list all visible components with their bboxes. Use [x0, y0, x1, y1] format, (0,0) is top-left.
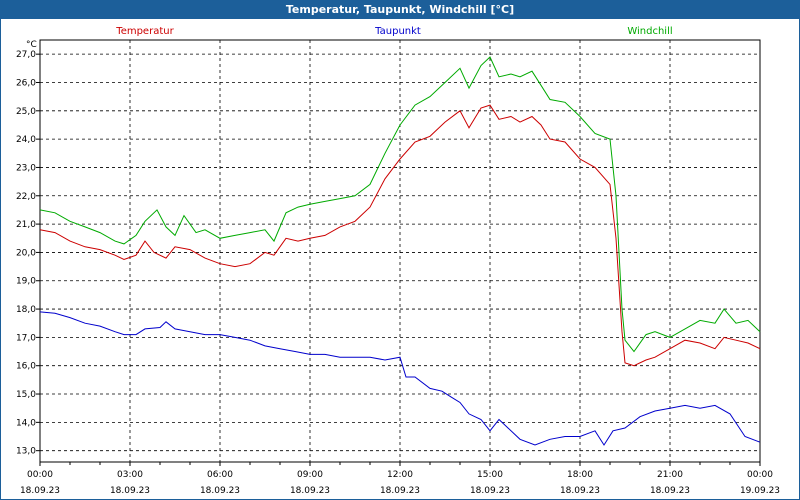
- y-tick-label: 20,0: [16, 248, 36, 258]
- grid-lines: [40, 40, 760, 462]
- y-tick-label: 17,0: [16, 333, 36, 343]
- y-tick-label: 18,0: [16, 305, 36, 315]
- y-axis-ticks: 27,0 26,0 25,0 24,0 23,0 22,0 21,0 20,0 19,0 18,0…: [16, 50, 40, 457]
- y-tick-label: 25,0: [16, 107, 36, 117]
- x-tick-time: 00:00: [747, 470, 773, 480]
- series-line-taupunkt: [39, 311, 761, 446]
- x-tick-time: 18:00: [567, 470, 593, 480]
- x-tick-time: 15:00: [477, 470, 503, 480]
- y-tick-label: 22,0: [16, 192, 36, 202]
- x-tick-date: 18.09.23: [560, 486, 600, 496]
- x-tick-time: 00:00: [27, 470, 53, 480]
- x-tick-time: 03:00: [117, 470, 143, 480]
- series-line-temperatur: [39, 104, 761, 367]
- y-tick-label: 26,0: [16, 78, 36, 88]
- x-tick-date: 18.09.23: [200, 486, 240, 496]
- x-tick-date: 18.09.23: [380, 486, 420, 496]
- series-line-windchill: [39, 56, 761, 353]
- x-tick-time: 09:00: [297, 470, 323, 480]
- legend-entry-windchill: Windchill: [627, 26, 672, 37]
- y-tick-label: 21,0: [16, 220, 36, 230]
- y-tick-label: 23,0: [16, 163, 36, 173]
- legend-entry-temperatur: Temperatur: [115, 26, 174, 37]
- x-tick-date: 18.09.23: [20, 486, 60, 496]
- x-tick-date: 18.09.23: [290, 486, 330, 496]
- series-lines: [39, 56, 761, 446]
- y-tick-label: 27,0: [16, 50, 36, 60]
- legend-entry-taupunkt: Taupunkt: [374, 26, 421, 37]
- x-tick-time: 06:00: [207, 470, 233, 480]
- chart-title: Temperatur, Taupunkt, Windchill [°C]: [1, 1, 799, 19]
- x-tick-time: 12:00: [387, 470, 413, 480]
- x-tick-time: 21:00: [657, 470, 683, 480]
- y-tick-label: 24,0: [16, 135, 36, 145]
- x-tick-date: 19.09.23: [740, 486, 780, 496]
- x-axis-ticks: 00:00 18.09.23 03:00 18.09.23 06:00 18.09.23 0…: [20, 462, 780, 496]
- y-tick-label: 13,0: [16, 447, 36, 457]
- y-tick-label: 15,0: [16, 390, 36, 400]
- y-tick-label: 14,0: [16, 418, 36, 428]
- x-tick-date: 18.09.23: [110, 486, 150, 496]
- x-tick-date: 18.09.23: [650, 486, 690, 496]
- y-tick-label: 19,0: [16, 277, 36, 287]
- legend: Temperatur Taupunkt Windchill: [115, 26, 672, 37]
- x-tick-date: 18.09.23: [470, 486, 510, 496]
- y-axis-label: °C: [26, 40, 37, 50]
- y-tick-label: 16,0: [16, 362, 36, 372]
